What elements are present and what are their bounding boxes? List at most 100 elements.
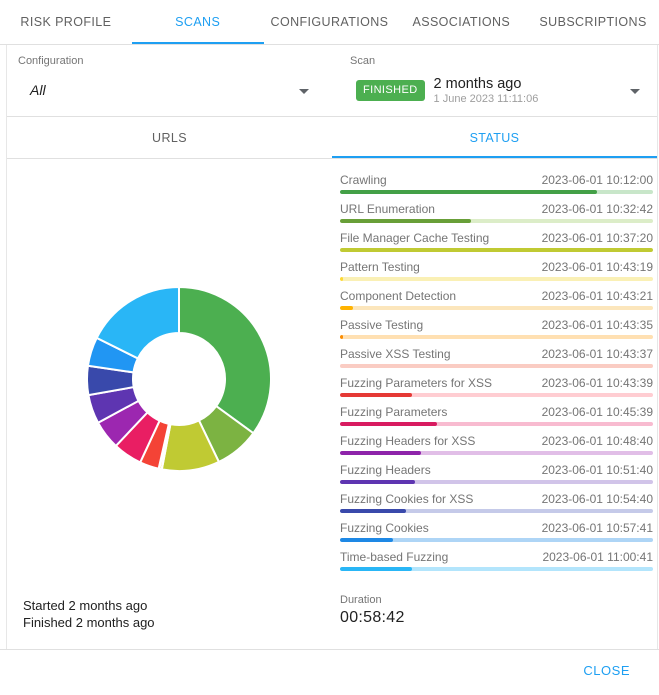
duration-value: 00:58:42 bbox=[340, 609, 405, 626]
configuration-label: Configuration bbox=[18, 55, 84, 67]
tab-configurations[interactable]: CONFIGURATIONS bbox=[270, 15, 389, 29]
status-row-fuzzing-headers-for-xss: Fuzzing Headers for XSS 2023-06-01 10:48:… bbox=[340, 434, 653, 455]
status-row-component-detection: Component Detection 2023-06-01 10:43:21 bbox=[340, 289, 653, 310]
scan-select[interactable]: Scan FINISHED 2 months ago 1 June 2023 1… bbox=[339, 45, 657, 116]
status-row-url-enumeration: URL Enumeration 2023-06-01 10:32:42 bbox=[340, 202, 653, 223]
chart-pane: Started 2 months ago Finished 2 months a… bbox=[7, 159, 339, 649]
phase-progress-fill bbox=[340, 219, 472, 223]
phase-progress-bar bbox=[340, 480, 653, 484]
status-row-fuzzing-headers: Fuzzing Headers 2023-06-01 10:51:40 bbox=[340, 463, 653, 484]
donut-segment-crawling bbox=[178, 286, 272, 435]
status-row-time-based-fuzzing: Time-based Fuzzing 2023-06-01 11:00:41 bbox=[340, 550, 653, 571]
phase-progress-fill bbox=[340, 567, 412, 571]
phase-timestamp: 2023-06-01 10:54:40 bbox=[541, 492, 653, 506]
duration-label: Duration bbox=[340, 594, 382, 606]
close-button[interactable]: CLOSE bbox=[575, 655, 638, 686]
phase-name: File Manager Cache Testing bbox=[340, 231, 490, 245]
phase-timestamp: 2023-06-01 10:43:21 bbox=[541, 289, 653, 303]
phase-timestamp: 2023-06-01 10:37:20 bbox=[541, 231, 653, 245]
phase-timestamp: 2023-06-01 10:43:39 bbox=[541, 376, 653, 390]
phase-name: Fuzzing Parameters bbox=[340, 405, 448, 419]
chevron-down-icon[interactable] bbox=[299, 89, 309, 94]
scan-relative-time: 2 months ago bbox=[433, 76, 522, 92]
configuration-value: All bbox=[30, 82, 46, 98]
phase-timestamp: 2023-06-01 10:43:19 bbox=[541, 260, 653, 274]
tab-status[interactable]: STATUS bbox=[332, 117, 657, 158]
status-row-fuzzing-parameters-for-xss: Fuzzing Parameters for XSS 2023-06-01 10:… bbox=[340, 376, 653, 397]
configuration-select[interactable]: Configuration All bbox=[7, 45, 339, 116]
tab-risk-profile[interactable]: RISK PROFILE bbox=[20, 15, 112, 29]
phase-progress-bar bbox=[340, 335, 653, 339]
tab-scans[interactable]: SCANS bbox=[132, 0, 264, 44]
phase-progress-fill bbox=[340, 335, 344, 339]
phase-timestamp: 2023-06-01 10:45:39 bbox=[541, 405, 653, 419]
status-row-passive-testing: Passive Testing 2023-06-01 10:43:35 bbox=[340, 318, 653, 339]
phase-donut bbox=[86, 286, 272, 472]
phase-name: Component Detection bbox=[340, 289, 457, 303]
phase-progress-bar bbox=[340, 248, 653, 252]
phase-progress-fill bbox=[340, 451, 422, 455]
phase-progress-fill bbox=[340, 509, 406, 513]
phase-name: Fuzzing Headers for XSS bbox=[340, 434, 476, 448]
status-row-fuzzing-cookies-for-xss: Fuzzing Cookies for XSS 2023-06-01 10:54:… bbox=[340, 492, 653, 513]
started-text: Started 2 months ago bbox=[23, 598, 148, 613]
phase-name: Pattern Testing bbox=[340, 260, 420, 274]
phase-progress-fill bbox=[340, 422, 438, 426]
phase-progress-fill bbox=[340, 277, 344, 281]
phase-timestamp: 2023-06-01 10:57:41 bbox=[541, 521, 653, 535]
scans-panel: Configuration All Scan FINISHED 2 months… bbox=[6, 45, 658, 649]
phase-name: Time-based Fuzzing bbox=[340, 550, 449, 564]
phase-progress-fill bbox=[340, 190, 597, 194]
status-row-fuzzing-cookies: Fuzzing Cookies 2023-06-01 10:57:41 bbox=[340, 521, 653, 542]
phase-name: Fuzzing Headers bbox=[340, 463, 431, 477]
phase-name: Passive XSS Testing bbox=[340, 347, 451, 361]
phase-progress-bar bbox=[340, 364, 653, 368]
status-row-file-manager-cache-testing: File Manager Cache Testing 2023-06-01 10:… bbox=[340, 231, 653, 252]
phase-list: Crawling 2023-06-01 10:12:00 URL Enumerati… bbox=[339, 159, 657, 649]
status-row-pattern-testing: Pattern Testing 2023-06-01 10:43:19 bbox=[340, 260, 653, 281]
phase-progress-bar bbox=[340, 509, 653, 513]
tab-subscriptions[interactable]: SUBSCRIPTIONS bbox=[539, 15, 647, 29]
scan-time: 2 months ago 1 June 2023 11:11:06 bbox=[434, 76, 539, 105]
phase-progress-bar bbox=[340, 219, 653, 223]
dialog-footer: CLOSE bbox=[0, 649, 659, 691]
phase-progress-bar bbox=[340, 190, 653, 194]
status-badge: FINISHED bbox=[356, 80, 425, 101]
phase-progress-fill bbox=[340, 480, 416, 484]
phase-progress-bar bbox=[340, 451, 653, 455]
phase-timestamp: 2023-06-01 10:12:00 bbox=[541, 173, 653, 187]
phase-progress-bar bbox=[340, 567, 653, 571]
scan-datetime: 1 June 2023 11:11:06 bbox=[433, 93, 539, 105]
status-row-fuzzing-parameters: Fuzzing Parameters 2023-06-01 10:45:39 bbox=[340, 405, 653, 426]
phase-progress-bar bbox=[340, 277, 653, 281]
phase-timestamp: 2023-06-01 10:43:37 bbox=[541, 347, 653, 361]
phase-timestamp: 2023-06-01 10:43:35 bbox=[541, 318, 653, 332]
status-content: Started 2 months ago Finished 2 months a… bbox=[7, 159, 657, 649]
phase-timestamp: 2023-06-01 10:51:40 bbox=[541, 463, 653, 477]
phase-name: Fuzzing Cookies for XSS bbox=[340, 492, 474, 506]
status-rows: Crawling 2023-06-01 10:12:00 URL Enumerati… bbox=[340, 173, 653, 571]
main-tabs: RISK PROFILE SCANS CONFIGURATIONS ASSOCIATI… bbox=[0, 0, 659, 45]
filter-row: Configuration All Scan FINISHED 2 months… bbox=[7, 45, 657, 117]
phase-progress-fill bbox=[340, 248, 653, 252]
phase-progress-bar bbox=[340, 306, 653, 310]
tab-urls[interactable]: URLS bbox=[152, 131, 187, 145]
phase-progress-fill bbox=[340, 538, 394, 542]
phase-name: Fuzzing Parameters for XSS bbox=[340, 376, 493, 390]
phase-timestamp: 2023-06-01 10:32:42 bbox=[541, 202, 653, 216]
phase-name: Fuzzing Cookies bbox=[340, 521, 429, 535]
phase-progress-fill bbox=[340, 393, 412, 397]
donut-segment-time-based-fuzzing bbox=[95, 286, 180, 360]
tab-associations[interactable]: ASSOCIATIONS bbox=[412, 15, 511, 29]
phase-timestamp: 2023-06-01 10:48:40 bbox=[541, 434, 653, 448]
scan-label: Scan bbox=[350, 55, 376, 67]
status-row-crawling: Crawling 2023-06-01 10:12:00 bbox=[340, 173, 653, 194]
status-row-passive-xss-testing: Passive XSS Testing 2023-06-01 10:43:37 bbox=[340, 347, 653, 368]
phase-name: URL Enumeration bbox=[340, 202, 435, 216]
phase-name: Passive Testing bbox=[340, 318, 424, 332]
detail-tabs: URLS STATUS bbox=[7, 117, 657, 159]
phase-progress-bar bbox=[340, 393, 653, 397]
phase-name: Crawling bbox=[340, 173, 387, 187]
chevron-down-icon[interactable] bbox=[630, 89, 640, 94]
phase-progress-bar bbox=[340, 538, 653, 542]
